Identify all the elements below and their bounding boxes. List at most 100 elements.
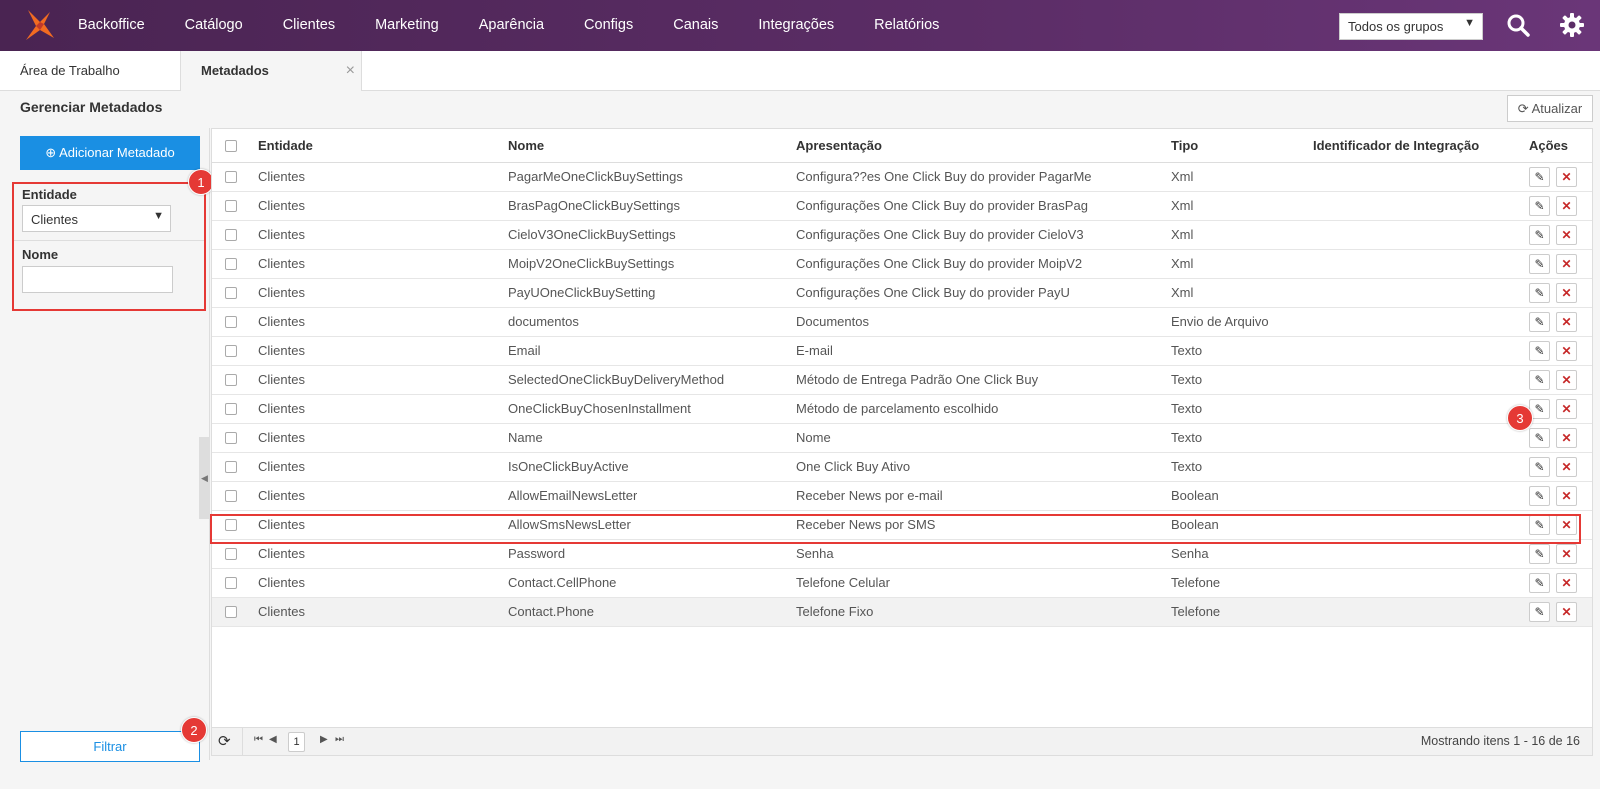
edit-pencil-icon[interactable]: ✎ <box>1529 602 1550 622</box>
tab-area-de-trabalho[interactable]: Área de Trabalho <box>0 51 180 91</box>
edit-pencil-icon[interactable]: ✎ <box>1529 196 1550 216</box>
search-icon[interactable] <box>1505 12 1531 38</box>
nav-item-aparencia[interactable]: Aparência <box>478 17 545 33</box>
row-checkbox[interactable] <box>225 577 237 589</box>
table-row[interactable]: Clientes Name Nome Texto ✎ ✕ <box>212 424 1592 453</box>
edit-pencil-icon[interactable]: ✎ <box>1529 370 1550 390</box>
row-checkbox[interactable] <box>225 490 237 502</box>
delete-x-icon[interactable]: ✕ <box>1556 544 1577 564</box>
edit-pencil-icon[interactable]: ✎ <box>1529 312 1550 332</box>
row-checkbox[interactable] <box>225 548 237 560</box>
select-all-checkbox[interactable] <box>225 140 237 152</box>
table-row[interactable]: Clientes PagarMeOneClickBuySettings Config… <box>212 163 1592 192</box>
nav-item-backoffice[interactable]: Backoffice <box>78 17 145 33</box>
delete-x-icon[interactable]: ✕ <box>1556 225 1577 245</box>
column-header-apresentacao[interactable]: Apresentação <box>796 138 882 153</box>
edit-pencil-icon[interactable]: ✎ <box>1529 167 1550 187</box>
delete-x-icon[interactable]: ✕ <box>1556 370 1577 390</box>
sidebar-collapse-handle[interactable]: ◀ <box>199 437 210 519</box>
nav-item-catalogo[interactable]: Catálogo <box>184 17 243 33</box>
row-checkbox[interactable] <box>225 432 237 444</box>
row-checkbox[interactable] <box>225 403 237 415</box>
column-header-nome[interactable]: Nome <box>508 138 545 153</box>
edit-pencil-icon[interactable]: ✎ <box>1529 428 1550 448</box>
group-select[interactable]: Todos os grupos ▼ <box>1339 13 1483 40</box>
table-row[interactable]: Clientes Password Senha Senha ✎ ✕ <box>212 540 1592 569</box>
delete-x-icon[interactable]: ✕ <box>1556 573 1577 593</box>
row-checkbox[interactable] <box>225 606 237 618</box>
table-row[interactable]: Clientes AllowEmailNewsLetter Receber News… <box>212 482 1592 511</box>
edit-pencil-icon[interactable]: ✎ <box>1529 225 1550 245</box>
nav-item-marketing[interactable]: Marketing <box>375 17 439 33</box>
table-row[interactable]: Clientes AllowSmsNewsLetter Receber News p… <box>212 511 1592 540</box>
delete-x-icon[interactable]: ✕ <box>1556 515 1577 535</box>
table-row[interactable]: Clientes Contact.Phone Telefone Fixo Telefo… <box>212 598 1592 627</box>
table-row[interactable]: Clientes Email E-mail Texto ✎ ✕ <box>212 337 1592 366</box>
edit-pencil-icon[interactable]: ✎ <box>1529 254 1550 274</box>
table-row[interactable]: Clientes IsOneClickBuyActive One Click Buy… <box>212 453 1592 482</box>
filter-button[interactable]: Filtrar <box>20 731 200 762</box>
delete-x-icon[interactable]: ✕ <box>1556 254 1577 274</box>
column-header-entidade[interactable]: Entidade <box>258 138 313 153</box>
table-row[interactable]: Clientes SelectedOneClickBuyDeliveryMetho… <box>212 366 1592 395</box>
delete-x-icon[interactable]: ✕ <box>1556 399 1577 419</box>
first-page-icon[interactable]: ⏮ <box>254 734 263 745</box>
delete-x-icon[interactable]: ✕ <box>1556 312 1577 332</box>
edit-pencil-icon[interactable]: ✎ <box>1529 544 1550 564</box>
delete-x-icon[interactable]: ✕ <box>1556 196 1577 216</box>
cell-entidade: Clientes <box>258 546 305 561</box>
cell-entidade: Clientes <box>258 314 305 329</box>
table-row[interactable]: Clientes documentos Documentos Envio de Arq… <box>212 308 1592 337</box>
column-header-identificador[interactable]: Identificador de Integração <box>1313 138 1480 153</box>
last-page-icon[interactable]: ⏭ <box>335 734 344 745</box>
entity-select[interactable]: Clientes ▼ <box>22 205 171 232</box>
row-checkbox[interactable] <box>225 461 237 473</box>
row-checkbox[interactable] <box>225 345 237 357</box>
add-metadata-button[interactable]: ⊕ Adicionar Metadado <box>20 136 200 170</box>
row-checkbox[interactable] <box>225 316 237 328</box>
delete-x-icon[interactable]: ✕ <box>1556 457 1577 477</box>
table-row[interactable]: Clientes MoipV2OneClickBuySettings Configu… <box>212 250 1592 279</box>
row-checkbox[interactable] <box>225 519 237 531</box>
tab-metadados[interactable]: Metadados × <box>180 51 362 92</box>
nav-item-integracoes[interactable]: Integrações <box>758 17 835 33</box>
delete-x-icon[interactable]: ✕ <box>1556 167 1577 187</box>
edit-pencil-icon[interactable]: ✎ <box>1529 515 1550 535</box>
next-page-icon[interactable]: ▶ <box>320 734 328 745</box>
table-row[interactable]: Clientes BrasPagOneClickBuySettings Config… <box>212 192 1592 221</box>
edit-pencil-icon[interactable]: ✎ <box>1529 341 1550 361</box>
table-row[interactable]: Clientes OneClickBuyChosenInstallment Méto… <box>212 395 1592 424</box>
row-checkbox[interactable] <box>225 374 237 386</box>
row-checkbox[interactable] <box>225 200 237 212</box>
table-row[interactable]: Clientes Contact.CellPhone Telefone Celula… <box>212 569 1592 598</box>
row-checkbox[interactable] <box>225 171 237 183</box>
nav-item-relatorios[interactable]: Relatórios <box>874 17 940 33</box>
nav-item-canais[interactable]: Canais <box>673 17 719 33</box>
gear-icon[interactable] <box>1559 12 1585 38</box>
edit-pencil-icon[interactable]: ✎ <box>1529 457 1550 477</box>
column-header-tipo[interactable]: Tipo <box>1171 138 1199 153</box>
edit-pencil-icon[interactable]: ✎ <box>1529 573 1550 593</box>
delete-x-icon[interactable]: ✕ <box>1556 283 1577 303</box>
refresh-button[interactable]: ⟳ Atualizar <box>1507 95 1593 122</box>
delete-x-icon[interactable]: ✕ <box>1556 486 1577 506</box>
table-row[interactable]: Clientes CieloV3OneClickBuySettings Config… <box>212 221 1592 250</box>
row-checkbox[interactable] <box>225 258 237 270</box>
row-checkbox[interactable] <box>225 287 237 299</box>
delete-x-icon[interactable]: ✕ <box>1556 428 1577 448</box>
close-icon[interactable]: × <box>345 62 355 79</box>
reload-icon[interactable]: ⟳ <box>218 733 231 750</box>
nav-item-clientes[interactable]: Clientes <box>282 17 336 33</box>
table-row[interactable]: Clientes PayUOneClickBuySetting Configuraç… <box>212 279 1592 308</box>
annotation-badge-3: 3 <box>1507 405 1533 431</box>
name-input[interactable] <box>22 266 173 293</box>
delete-x-icon[interactable]: ✕ <box>1556 602 1577 622</box>
row-checkbox[interactable] <box>225 229 237 241</box>
current-page[interactable]: 1 <box>288 732 305 752</box>
edit-pencil-icon[interactable]: ✎ <box>1529 486 1550 506</box>
logo-icon[interactable] <box>24 8 56 42</box>
prev-page-icon[interactable]: ◀ <box>269 734 277 745</box>
nav-item-configs[interactable]: Configs <box>584 17 634 33</box>
delete-x-icon[interactable]: ✕ <box>1556 341 1577 361</box>
edit-pencil-icon[interactable]: ✎ <box>1529 283 1550 303</box>
